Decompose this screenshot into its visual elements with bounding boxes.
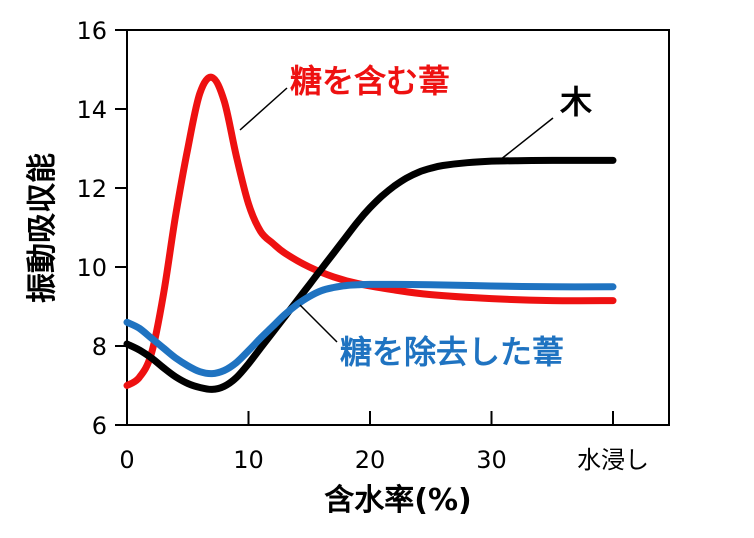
y-tick-label: 16 [76,17,107,45]
series-label-reed-sugar-removed: 糖を除去した葦 [340,333,564,371]
x-tick-label: 30 [476,446,507,474]
series-label-reed-with-sugar: 糖を含む葦 [290,62,450,100]
y-tick-label: 6 [92,412,107,440]
x-axis-ticks: 0 10 20 30 水浸し [119,411,649,474]
y-tick-label: 14 [76,96,107,124]
x-tick-label: 水浸し [577,446,649,474]
y-axis-ticks: 6 8 10 12 14 16 [76,17,127,440]
series-line-wood [123,156,617,393]
plot-frame [126,29,670,426]
x-tick-label: 0 [119,446,134,474]
y-tick-label: 12 [76,175,107,203]
x-tick-label: 10 [233,446,264,474]
series-lines [123,73,617,393]
y-axis-title: 振動吸収能 [25,153,60,303]
series-line-reed-with-sugar [123,73,617,389]
annotation-leader-lines [239,87,554,343]
x-tick-label: 20 [355,446,386,474]
x-axis-title: 含水率(%) [324,483,471,518]
leader-line-wood [499,117,554,161]
y-tick-label: 8 [92,333,107,361]
y-tick-label: 10 [76,254,107,282]
leader-line-reed-sugar-removed [299,304,338,343]
series-line-reed-sugar-removed [123,280,617,378]
series-label-wood: 木 [559,83,592,121]
leader-line-reed-with-sugar [239,87,288,131]
